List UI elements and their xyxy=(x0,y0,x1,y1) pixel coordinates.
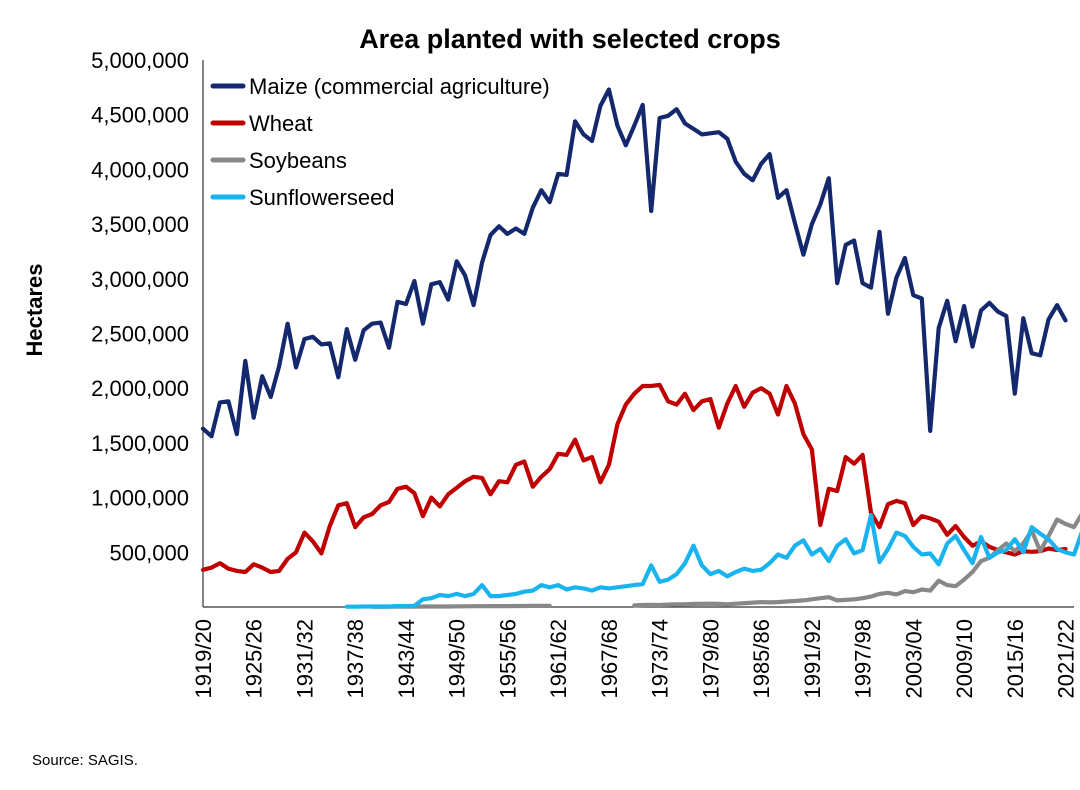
y-tick-label: 2,500,000 xyxy=(91,322,189,347)
legend-label: Sunflowerseed xyxy=(249,185,395,210)
plot-area xyxy=(200,87,1080,609)
legend: Maize (commercial agriculture) Wheat Soybe… xyxy=(210,74,550,210)
x-tick-label: 1991/92 xyxy=(800,619,825,699)
x-tick-label: 1925/26 xyxy=(242,619,267,699)
chart-title: Area planted with selected crops xyxy=(359,24,781,54)
x-tick-label: 1955/56 xyxy=(495,619,520,699)
x-tick-label: 1943/44 xyxy=(394,619,419,699)
y-tick-label: 500,000 xyxy=(109,540,189,565)
y-axis-label: Hectares xyxy=(22,264,47,357)
x-tick-label: 2021/22 xyxy=(1054,619,1079,699)
x-tick-label: 2009/10 xyxy=(952,619,977,699)
y-axis: 500,000 1,000,000 1,500,000 2,000,000 2,500,… xyxy=(91,48,204,607)
x-tick-label: 1979/80 xyxy=(698,619,723,699)
y-tick-label: 4,000,000 xyxy=(91,157,189,182)
y-tick-label: 3,500,000 xyxy=(91,212,189,237)
y-tick-label: 1,500,000 xyxy=(91,431,189,456)
x-tick-label: 2015/16 xyxy=(1003,619,1028,699)
x-tick-label: 1937/38 xyxy=(343,619,368,699)
y-tick-label: 2,000,000 xyxy=(91,376,189,401)
x-tick-label: 1919/20 xyxy=(191,619,216,699)
x-tick-label: 1931/32 xyxy=(292,619,317,699)
x-tick-label: 2003/04 xyxy=(901,619,926,699)
y-tick-label: 4,500,000 xyxy=(91,103,189,128)
legend-label: Maize (commercial agriculture) xyxy=(249,74,550,99)
legend-label: Soybeans xyxy=(249,148,347,173)
y-tick-label: 3,000,000 xyxy=(91,267,189,292)
x-axis: 1919/20 1925/26 1931/32 1937/38 1943/44 1949/… xyxy=(191,606,1079,699)
x-tick-label: 1967/68 xyxy=(597,619,622,699)
source-note: Source: SAGIS. xyxy=(32,752,138,769)
series-line-maize-commercial-agriculture xyxy=(200,87,1068,439)
x-tick-label: 1973/74 xyxy=(648,619,673,699)
x-tick-label: 1985/86 xyxy=(749,619,774,699)
x-tick-label: 1961/62 xyxy=(546,619,571,699)
x-tick-label: 1997/98 xyxy=(851,619,876,699)
legend-label: Wheat xyxy=(249,111,313,136)
series-line-soybeans xyxy=(632,512,1080,608)
series-line-wheat xyxy=(200,382,1068,575)
series-line-sunflowerseed xyxy=(344,512,1080,609)
y-tick-label: 1,000,000 xyxy=(91,486,189,511)
x-tick-label: 1949/50 xyxy=(445,619,470,699)
y-tick-label: 5,000,000 xyxy=(91,48,189,73)
